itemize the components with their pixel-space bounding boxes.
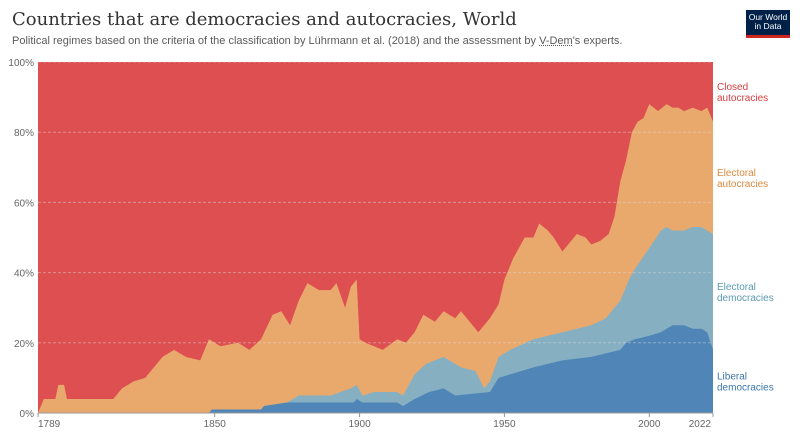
x-tick-label: 1789: [38, 419, 61, 430]
x-tick-label: 2000: [638, 419, 661, 430]
area-electoral-autocracies[interactable]: [38, 104, 713, 414]
x-tick-label: 1850: [204, 419, 227, 430]
owid-logo[interactable]: Our World in Data: [746, 10, 790, 38]
series-label-line: autocracies: [717, 179, 768, 190]
y-tick-label: 40%: [14, 269, 34, 280]
series-label-line: democracies: [717, 293, 774, 304]
chart-subtitle: Political regimes based on the criteria …: [12, 35, 622, 47]
series-label-line: Electoral: [717, 168, 756, 179]
subtitle-suffix: 's experts.: [572, 35, 623, 47]
series-label-line: Liberal: [717, 371, 747, 382]
x-axis: 1789 1850 1900 1950 2000 2022: [37, 413, 714, 430]
series-label-electoral-democracies[interactable]: Electoral democracies: [717, 282, 774, 304]
series-label-line: autocracies: [717, 93, 768, 104]
area-liberal-democracies[interactable]: [38, 325, 713, 413]
series-label-liberal-democracies[interactable]: Liberal democracies: [717, 371, 774, 393]
series-label-electoral-autocracies[interactable]: Electoral autocracies: [717, 168, 768, 190]
y-tick-label: 80%: [14, 128, 34, 139]
logo-line-1: Our World: [748, 12, 788, 22]
series-label-line: Closed: [717, 82, 748, 93]
y-tick-label: 20%: [14, 339, 34, 350]
grid-lines: [38, 61, 713, 414]
series-label-line: democracies: [717, 382, 774, 393]
series-label-line: Electoral: [717, 282, 756, 293]
vdem-link[interactable]: V-Dem: [539, 35, 573, 47]
subtitle-text: Political regimes based on the criteria …: [12, 35, 540, 47]
y-tick-label: 100%: [8, 58, 34, 69]
y-tick-label: 0%: [20, 409, 35, 420]
chart-title: Countries that are democracies and autoc…: [12, 9, 517, 30]
y-axis: 0% 20% 40% 60% 80% 100%: [8, 58, 34, 420]
x-tick-label: 1950: [493, 419, 516, 430]
series-label-closed-autocracies[interactable]: Closed autocracies: [717, 82, 768, 104]
x-tick-label: 2022: [689, 419, 712, 430]
logo-line-2: in Data: [754, 21, 782, 31]
x-tick-label: 1900: [348, 419, 371, 430]
y-tick-label: 60%: [14, 198, 34, 209]
area-layers: [38, 62, 713, 414]
